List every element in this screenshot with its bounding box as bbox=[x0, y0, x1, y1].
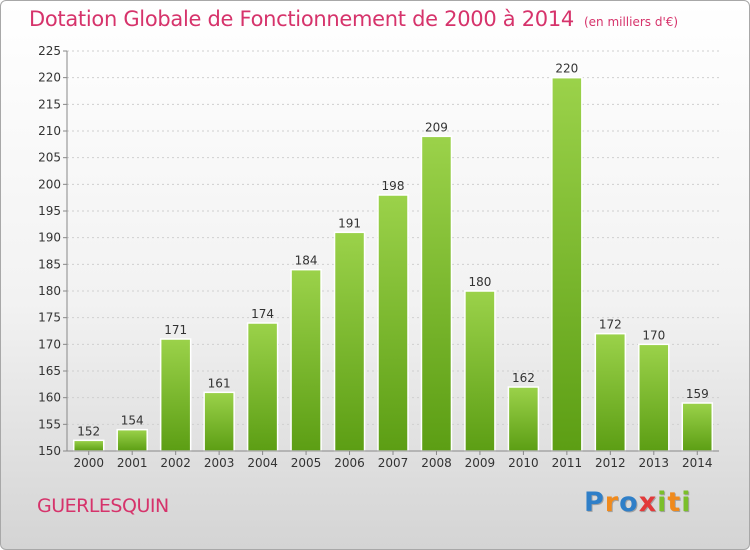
value-label-2012: 172 bbox=[599, 318, 622, 332]
y-tick-label-215: 215 bbox=[38, 97, 61, 111]
y-tick-label-195: 195 bbox=[38, 204, 61, 218]
x-tick-label-2012: 2012 bbox=[595, 456, 626, 470]
y-tick-label-180: 180 bbox=[38, 284, 61, 298]
value-label-2014: 159 bbox=[686, 387, 709, 401]
chart-subtitle: (en milliers d'€) bbox=[583, 15, 679, 29]
value-label-2003: 161 bbox=[208, 376, 231, 390]
x-tick-label-2008: 2008 bbox=[421, 456, 452, 470]
value-label-2009: 180 bbox=[468, 275, 491, 289]
y-axis: 150 155 160 165 170 175 180 185 190 195 200 205 210 2… bbox=[38, 44, 68, 458]
x-tick-label-2005: 2005 bbox=[291, 456, 322, 470]
y-tick-label-165: 165 bbox=[38, 364, 61, 378]
x-tick-label-2002: 2002 bbox=[160, 456, 191, 470]
y-tick-label-190: 190 bbox=[38, 231, 61, 245]
bar-2010 bbox=[507, 386, 540, 452]
value-label-2010: 162 bbox=[512, 371, 535, 385]
x-tick-label-2006: 2006 bbox=[334, 456, 365, 470]
y-tick-label-170: 170 bbox=[38, 337, 61, 351]
x-axis: 2000 2001 2002 2003 2004 2005 2006 2007 2008 2009… bbox=[67, 450, 719, 470]
logo-letter-6: i bbox=[681, 487, 692, 518]
bar-2005 bbox=[290, 268, 322, 452]
logo-letter-3: x bbox=[638, 487, 658, 518]
y-tick-label-220: 220 bbox=[38, 71, 61, 85]
y-tick-label-210: 210 bbox=[38, 124, 61, 138]
value-label-2006: 191 bbox=[338, 216, 361, 230]
bar-2011 bbox=[551, 76, 583, 452]
logo-letter-5: t bbox=[667, 487, 682, 518]
value-label-2002: 171 bbox=[164, 323, 187, 337]
value-label-2005: 184 bbox=[295, 254, 318, 268]
y-tick-label-225: 225 bbox=[38, 44, 61, 58]
x-tick-label-2001: 2001 bbox=[117, 456, 148, 470]
commune-name: GUERLESQUIN bbox=[37, 495, 169, 517]
x-tick-label-2004: 2004 bbox=[247, 456, 278, 470]
value-label-2001: 154 bbox=[121, 414, 144, 428]
chart-title: Dotation Globale de Fonctionnement de 20… bbox=[29, 7, 678, 31]
y-tick-label-160: 160 bbox=[38, 391, 61, 405]
bar-2001 bbox=[116, 428, 148, 452]
x-tick-label-2000: 2000 bbox=[73, 456, 104, 470]
bar-2008 bbox=[420, 135, 453, 452]
bar-2003 bbox=[203, 391, 235, 452]
y-tick-label-150: 150 bbox=[38, 444, 61, 458]
value-label-2007: 198 bbox=[382, 179, 405, 193]
logo-letter-4: i bbox=[657, 487, 668, 518]
bar-2000 bbox=[72, 439, 105, 452]
bar-2002 bbox=[159, 338, 192, 452]
y-tick-label-155: 155 bbox=[38, 417, 61, 431]
value-label-2008: 209 bbox=[425, 120, 448, 134]
logo-letter-1: r bbox=[604, 487, 620, 518]
bar-2013 bbox=[638, 343, 670, 452]
logo-letter-0: P bbox=[584, 487, 605, 518]
bar-2006 bbox=[333, 231, 366, 452]
value-label-2013: 170 bbox=[642, 328, 665, 342]
x-tick-label-2013: 2013 bbox=[639, 456, 670, 470]
bar-2012 bbox=[594, 332, 627, 452]
x-tick-label-2014: 2014 bbox=[682, 456, 713, 470]
y-tick-label-175: 175 bbox=[38, 311, 61, 325]
logo-letter-2: o bbox=[619, 487, 639, 518]
x-tick-label-2011: 2011 bbox=[552, 456, 583, 470]
bar-2009 bbox=[464, 290, 496, 452]
bar-2007 bbox=[377, 194, 409, 452]
proxiti-logo: Proxiti bbox=[584, 487, 692, 518]
value-label-2011: 220 bbox=[555, 62, 578, 76]
x-tick-label-2007: 2007 bbox=[378, 456, 409, 470]
x-tick-label-2003: 2003 bbox=[204, 456, 235, 470]
x-tick-label-2009: 2009 bbox=[465, 456, 496, 470]
y-tick-label-205: 205 bbox=[38, 151, 61, 165]
value-label-2000: 152 bbox=[77, 424, 100, 438]
value-label-2004: 174 bbox=[251, 307, 274, 321]
bar-2014 bbox=[681, 402, 714, 452]
y-tick-label-200: 200 bbox=[38, 177, 61, 191]
bars: 152 154 171 161 174 184 191 198 209 180 162 220 172 1… bbox=[72, 62, 714, 452]
chart-title-text: Dotation Globale de Fonctionnement de 20… bbox=[29, 7, 574, 31]
y-tick-label-185: 185 bbox=[38, 257, 61, 271]
x-tick-label-2010: 2010 bbox=[508, 456, 539, 470]
bar-2004 bbox=[246, 322, 279, 452]
